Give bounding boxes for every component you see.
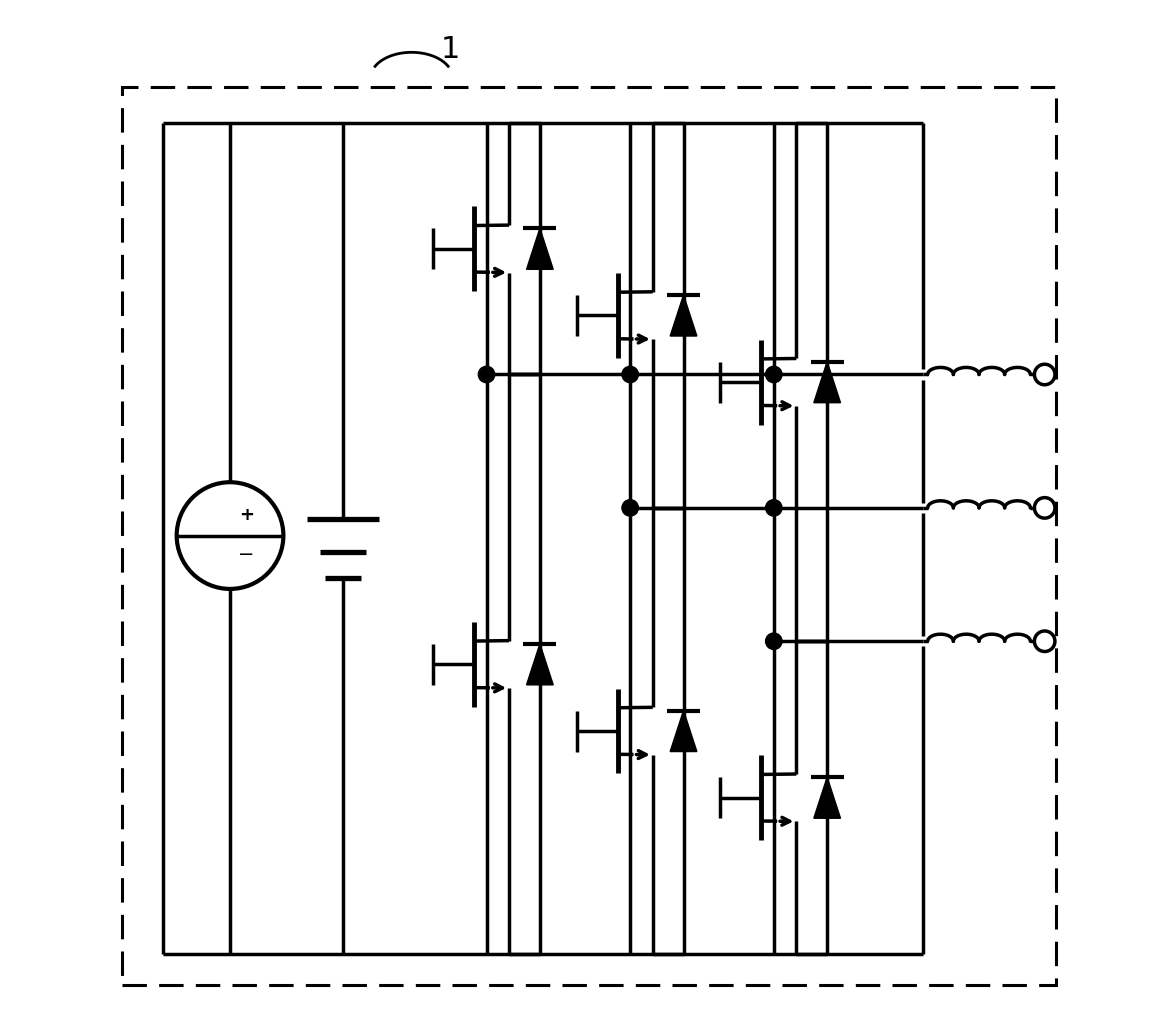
Bar [123, 87, 1056, 985]
Circle shape [623, 500, 639, 516]
Circle shape [765, 366, 783, 383]
Polygon shape [527, 229, 554, 269]
Polygon shape [814, 778, 841, 819]
Text: 1: 1 [442, 35, 460, 64]
Polygon shape [670, 295, 697, 337]
Polygon shape [670, 710, 697, 751]
Circle shape [765, 500, 783, 516]
Text: −: − [238, 545, 255, 563]
Circle shape [479, 366, 495, 383]
Circle shape [765, 633, 783, 649]
Polygon shape [527, 644, 554, 685]
Circle shape [623, 366, 639, 383]
Polygon shape [814, 362, 841, 403]
Text: +: + [239, 506, 253, 524]
